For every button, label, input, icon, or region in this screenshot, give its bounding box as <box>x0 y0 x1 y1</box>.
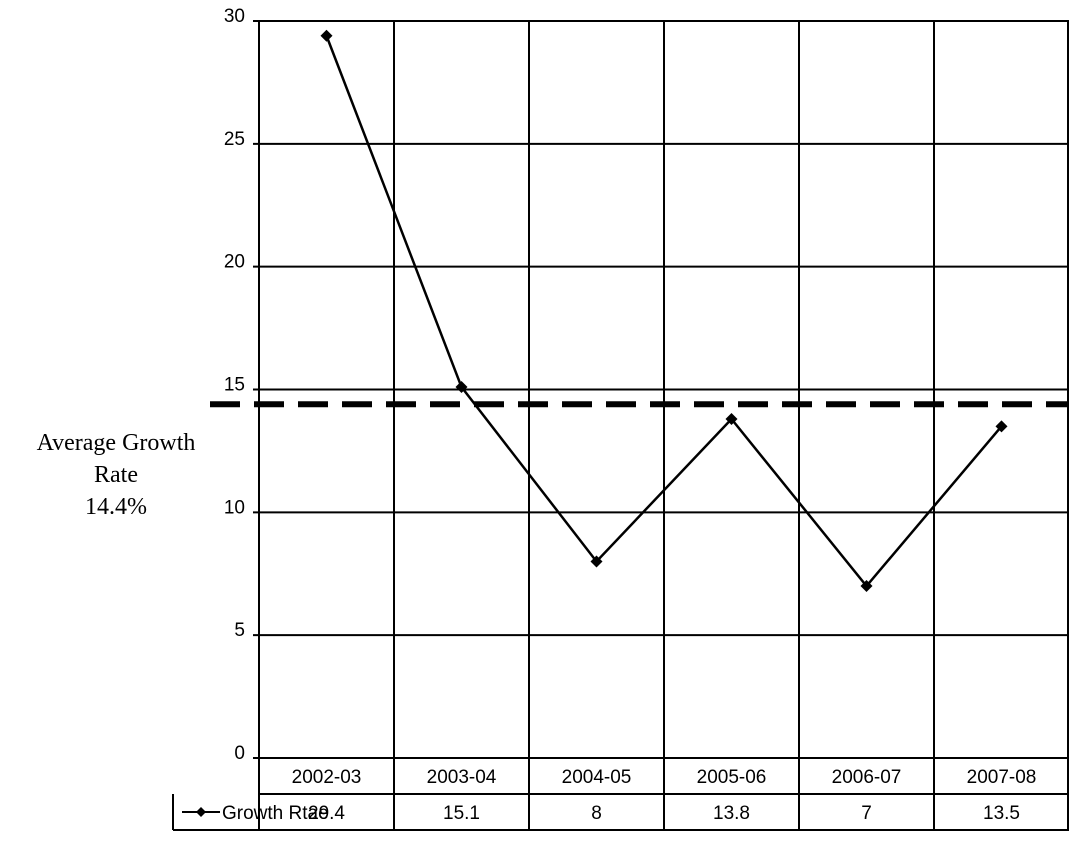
data-label-2004-05: 8 <box>591 803 602 824</box>
y-tick-label-25: 25 <box>224 129 245 150</box>
y-tick-label-15: 15 <box>224 375 245 396</box>
x-tick-label-2004-05: 2004-05 <box>562 767 632 788</box>
x-tick-label-2006-07: 2006-07 <box>832 767 902 788</box>
y-tick-label-5: 5 <box>234 620 245 641</box>
data-point-2003-04 <box>455 381 468 394</box>
data-point-2007-08 <box>995 420 1008 433</box>
series-line-growth-rate <box>325 35 1003 588</box>
series-group <box>320 29 1008 593</box>
data-label-2003-04: 15.1 <box>443 803 480 824</box>
x-tick-label-2007-08: 2007-08 <box>967 767 1037 788</box>
grid <box>253 20 1069 830</box>
y-tick-label-0: 0 <box>234 743 245 764</box>
average-label-line-2: Rate <box>94 462 138 488</box>
data-label-2006-07: 7 <box>861 803 872 824</box>
average-label: Average Growth Rate 14.4% <box>37 430 196 520</box>
x-tick-label-2002-03: 2002-03 <box>292 767 362 788</box>
data-label-2007-08: 13.5 <box>983 803 1020 824</box>
x-tick-label-2003-04: 2003-04 <box>427 767 497 788</box>
data-point-2006-07 <box>860 580 873 593</box>
legend-series-name: Growth Rtae <box>222 803 329 824</box>
y-axis: 0 5 10 15 20 25 30 <box>224 6 245 764</box>
data-label-2002-03: 29.4 <box>308 803 345 824</box>
y-tick-label-20: 20 <box>224 252 245 273</box>
y-tick-label-30: 30 <box>224 6 245 27</box>
x-tick-label-2005-06: 2005-06 <box>697 767 767 788</box>
data-label-2005-06: 13.8 <box>713 803 750 824</box>
data-point-2004-05 <box>590 555 603 568</box>
data-point-2005-06 <box>725 412 738 425</box>
average-label-line-3: 14.4% <box>85 494 147 520</box>
legend-key-marker <box>196 807 206 817</box>
average-label-line-1: Average Growth <box>37 430 196 456</box>
data-point-2002-03 <box>320 29 333 42</box>
y-tick-label-10: 10 <box>224 497 245 518</box>
data-table: 2002-03 2003-04 2004-05 2005-06 2006-07 2007-… <box>172 767 1069 831</box>
